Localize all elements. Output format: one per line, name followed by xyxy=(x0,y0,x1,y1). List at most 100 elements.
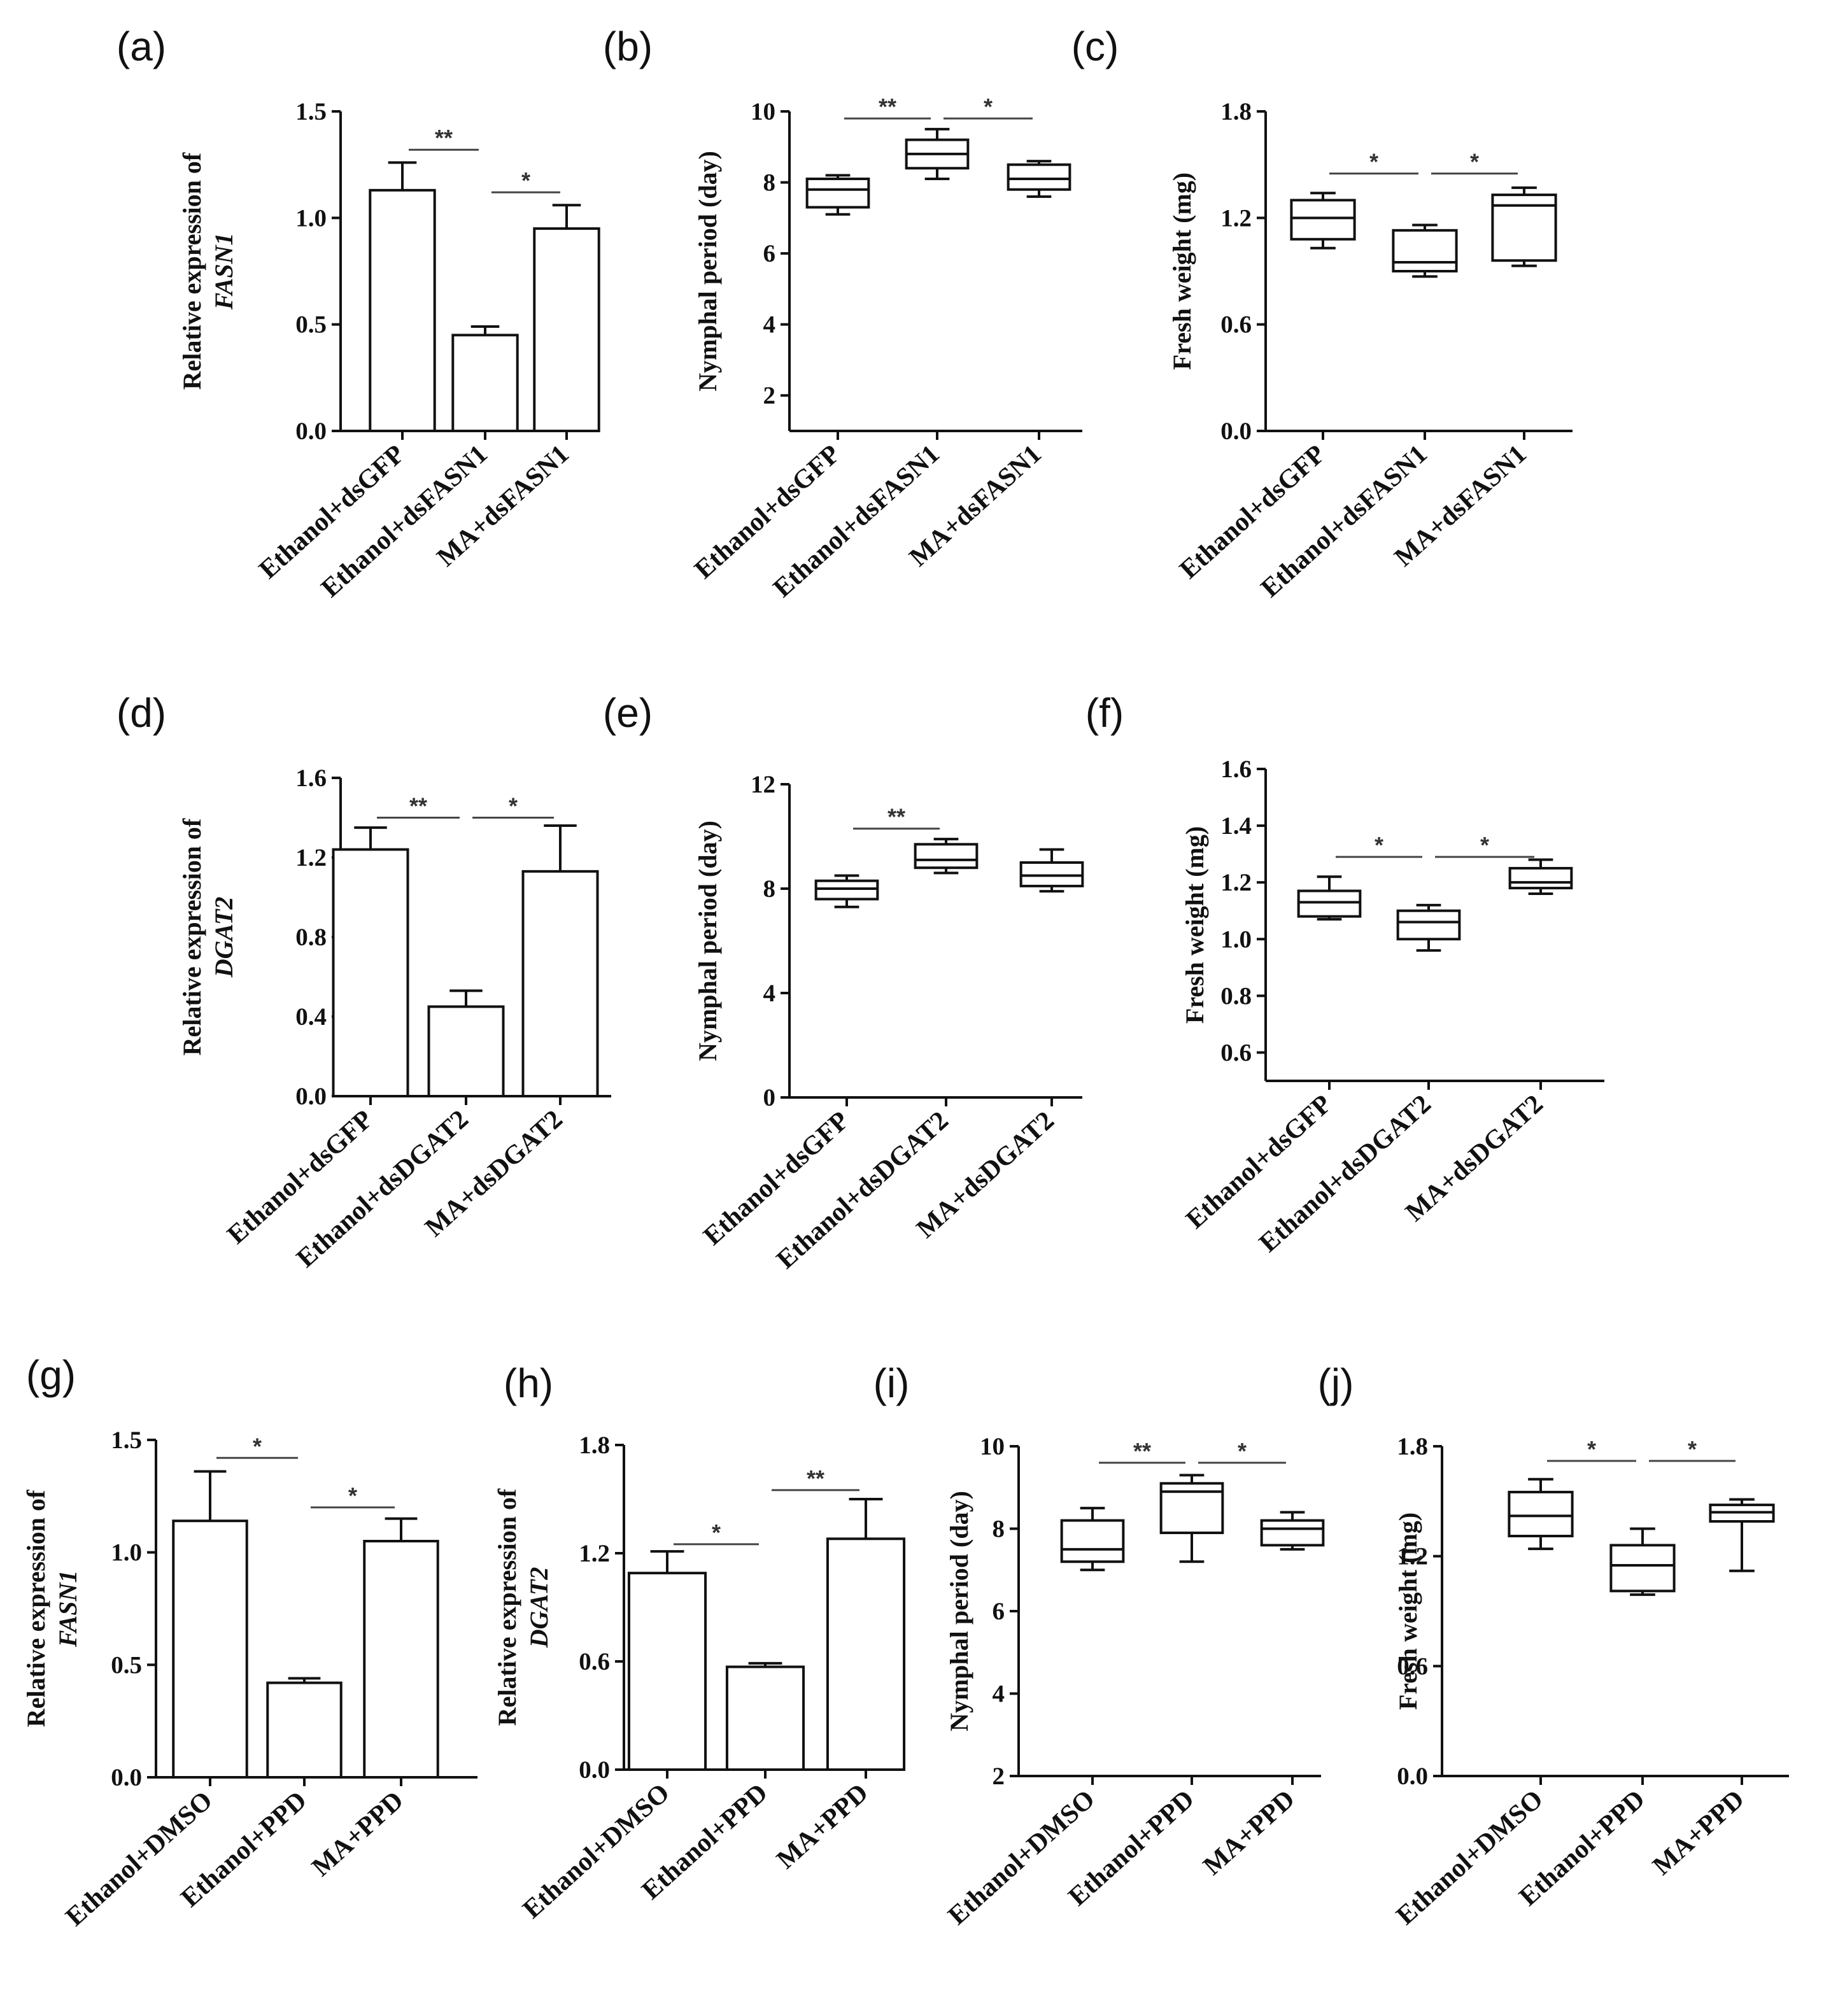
y-tick-label: 0.0 xyxy=(295,1083,327,1110)
chart-panel-b: (b)Nymphal period (day)246810Ethanol+dsG… xyxy=(603,24,1082,603)
chart-panel-h: (h) Relative expression of DGAT2 0.0 0.6 1.2 1… xyxy=(493,1360,906,1924)
y-tick-label: 1.2 xyxy=(579,1540,610,1567)
y-tick-label: 0.0 xyxy=(1220,418,1252,445)
significance-label: * xyxy=(1470,149,1479,175)
box xyxy=(1508,1490,1574,1538)
y-tick-label: 0.5 xyxy=(111,1651,142,1679)
y-tick-label: 10 xyxy=(751,98,775,125)
y-tick-label: 1.8 xyxy=(1397,1433,1428,1460)
y-tick-label: 10 xyxy=(980,1433,1005,1460)
box xyxy=(1290,199,1356,241)
y-axis-label-gene: DGAT2 xyxy=(209,897,238,978)
bar xyxy=(451,334,519,433)
chart-panel-g: (g) Relative expression of FASN1 0.0 0.5 1.0 1… xyxy=(22,1352,477,1932)
y-axis-label: Fresh weight (mg) xyxy=(1180,826,1209,1024)
y-tick-label: 1.2 xyxy=(295,844,327,871)
y-tick-label: 0.5 xyxy=(295,311,327,339)
y-tick-label: 4 xyxy=(993,1681,1005,1708)
significance-label: * xyxy=(1480,832,1489,858)
significance-label: * xyxy=(509,793,518,819)
x-tick-label: Ethanol+dsDGAT2 xyxy=(771,1106,954,1274)
significance-label: ** xyxy=(409,793,427,819)
significance-label: * xyxy=(1375,832,1383,858)
chart-panel-c: (c) Fresh weight (mg) 0.0 0.6 1.2 1.8 Ethanol+… xyxy=(1071,24,1573,603)
significance-label: * xyxy=(712,1519,721,1546)
y-tick-label: 0.6 xyxy=(579,1648,610,1675)
box xyxy=(1060,1519,1125,1563)
x-tick-label: Ethanol+dsGFP xyxy=(253,439,410,584)
y-tick-label: 1.4 xyxy=(1220,812,1252,840)
bar xyxy=(266,1681,343,1779)
chart-panel-d: (d) Relative expression of DGAT2 0.0 0.4 0.8 1… xyxy=(117,690,611,1273)
x-tick-label: Ethanol+DMSO xyxy=(943,1784,1101,1931)
significance-label: * xyxy=(521,167,530,194)
y-tick-label: 0.0 xyxy=(579,1756,610,1784)
box xyxy=(914,843,979,870)
bar xyxy=(533,227,600,432)
bar xyxy=(826,1537,906,1771)
x-tick-label: MA+PPD xyxy=(1647,1784,1750,1881)
bar xyxy=(627,1572,707,1772)
chart-panel-j: (j) Fresh weight (mg) 0.0 0.6 1.2 1.8 Ethanol+… xyxy=(1318,1360,1789,1931)
panel-letter: (c) xyxy=(1071,24,1119,69)
significance-label: ** xyxy=(1133,1438,1151,1464)
y-tick-label: 1.2 xyxy=(1397,1543,1428,1570)
box xyxy=(1297,889,1362,918)
y-tick-label: 1.0 xyxy=(1220,926,1252,953)
panel-letter: (j) xyxy=(1318,1360,1354,1406)
significance-label: * xyxy=(1688,1436,1697,1462)
box xyxy=(1508,866,1573,890)
bar xyxy=(427,1005,505,1097)
y-tick-label: 0.4 xyxy=(295,1003,327,1031)
y-tick-label: 0.0 xyxy=(1397,1763,1428,1790)
x-tick-label: Ethanol+dsFASN1 xyxy=(768,439,945,603)
panel-letter: (e) xyxy=(603,690,653,736)
y-tick-label: 8 xyxy=(763,875,776,903)
y-tick-label: 1.8 xyxy=(579,1432,610,1459)
significance-label: * xyxy=(1587,1436,1596,1462)
y-tick-label: 0.8 xyxy=(1220,982,1252,1010)
y-tick-label: 0.6 xyxy=(1220,311,1252,339)
y-tick-label: 4 xyxy=(763,311,776,339)
y-tick-label: 1.0 xyxy=(295,204,327,232)
y-tick-label: 1.2 xyxy=(1220,204,1252,232)
significance-label: ** xyxy=(879,94,896,120)
chart-panel-i: (i) Nymphal period (day) 2 4 6 8 10 Ethanol+DMS… xyxy=(873,1360,1325,1931)
y-axis-label-gene: DGAT2 xyxy=(525,1567,553,1649)
y-tick-label: 8 xyxy=(763,169,776,197)
x-tick-label: Ethanol+DMSO xyxy=(1391,1784,1549,1931)
y-axis-label: Relative expression of xyxy=(493,1488,521,1726)
box xyxy=(805,177,870,209)
significance-label: ** xyxy=(435,125,453,151)
y-tick-label: 2 xyxy=(993,1763,1005,1790)
y-axis-label: Nymphal period (day) xyxy=(945,1491,973,1731)
y-tick-label: 12 xyxy=(751,771,775,798)
y-tick-label: 4 xyxy=(763,980,776,1007)
y-axis-label: Relative expression of xyxy=(178,152,206,390)
box xyxy=(1396,909,1461,941)
y-tick-label: 1.6 xyxy=(1220,756,1252,783)
significance-label: * xyxy=(1369,149,1378,175)
y-tick-label: 0.6 xyxy=(1397,1653,1428,1680)
y-tick-label: 0.6 xyxy=(1220,1039,1252,1066)
x-tick-label: MA+PPD xyxy=(1198,1784,1300,1881)
box xyxy=(1609,1544,1676,1593)
panel-letter: (b) xyxy=(603,24,653,69)
box xyxy=(1392,229,1458,273)
significance-label: * xyxy=(348,1483,357,1509)
box xyxy=(1260,1519,1325,1547)
y-tick-label: 6 xyxy=(993,1598,1005,1625)
y-tick-label: 1.8 xyxy=(1220,98,1252,125)
x-tick-label: Ethanol+dsDGAT2 xyxy=(1254,1089,1436,1258)
y-tick-label: 1.5 xyxy=(111,1427,142,1454)
bar xyxy=(725,1665,805,1771)
y-axis-label: Nymphal period (day) xyxy=(693,151,722,391)
y-tick-label: 0.8 xyxy=(295,924,327,951)
y-tick-label: 1.0 xyxy=(111,1539,142,1567)
panel-letter: (h) xyxy=(504,1360,553,1406)
panel-letter: (g) xyxy=(26,1352,76,1398)
box xyxy=(1019,861,1084,887)
significance-label: * xyxy=(984,94,993,120)
significance-label: ** xyxy=(887,804,905,830)
